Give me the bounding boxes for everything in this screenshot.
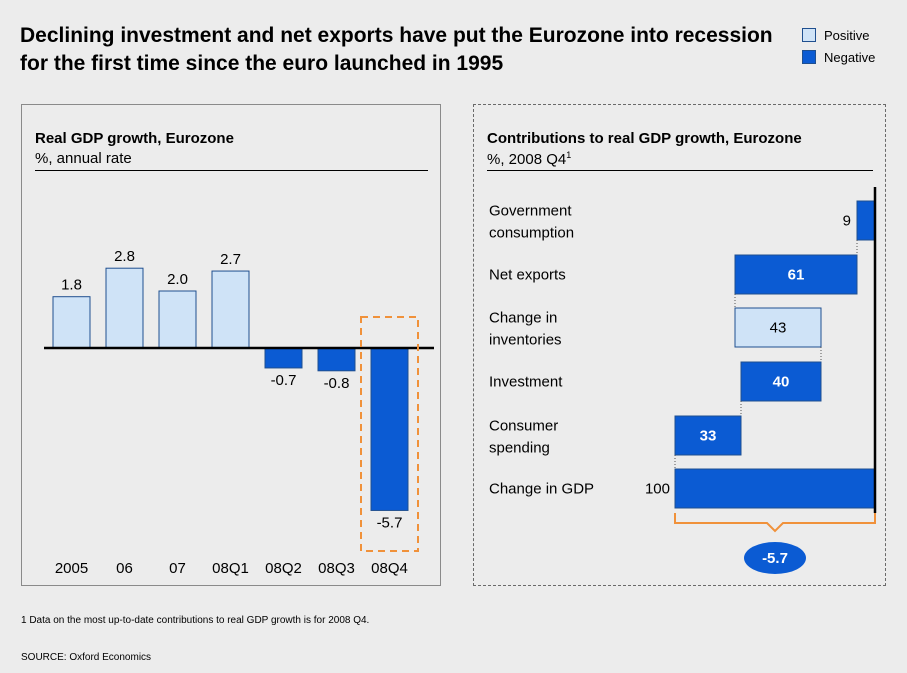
legend-item-positive: Positive [802,24,875,46]
gdp-value-label: 2.8 [114,248,135,265]
gdp-category-label: 08Q4 [371,560,408,577]
gdp-value-label: 2.0 [167,271,188,288]
contribution-bar [857,201,875,240]
contribution-category-label: Change in GDP [489,481,594,498]
contribution-category-label: Change in [489,310,557,327]
gdp-value-label: 1.8 [61,277,82,294]
contribution-category-label: inventories [489,332,562,349]
gdp-growth-panel: Real GDP growth, Eurozone %, annual rate… [21,104,441,586]
gdp-bar [318,348,355,371]
legend-item-negative: Negative [802,46,875,68]
gdp-category-label: 08Q3 [318,560,355,577]
legend-swatch-positive [802,28,816,42]
gdp-category-label: 08Q2 [265,560,302,577]
gdp-value-label: 2.7 [220,251,241,268]
contribution-value-label: 33 [700,428,717,445]
contribution-category-label: Government [489,203,572,220]
contributions-chart: 9 Government consumption 61 Net exports 43 Cha… [474,105,887,587]
contribution-category-label: consumption [489,225,574,242]
legend-label-negative: Negative [824,50,875,65]
contribution-category-label: Investment [489,374,563,391]
gdp-bar [265,348,302,368]
gdp-category-label: 08Q1 [212,560,249,577]
contribution-value-label: 43 [770,320,787,337]
gdp-category-label: 2005 [55,560,88,577]
legend-label-positive: Positive [824,28,870,43]
contribution-category-label: Consumer [489,418,558,435]
gdp-value-label: -0.7 [271,372,297,389]
contribution-category-label: spending [489,440,550,457]
source-note: SOURCE: Oxford Economics [21,652,151,663]
total-change-label: -5.7 [762,550,788,567]
contribution-bar [675,469,875,508]
gdp-category-label: 07 [169,560,186,577]
contribution-category-label: Net exports [489,267,566,284]
contribution-value-label: 61 [788,267,805,284]
gdp-value-label: -5.7 [377,514,403,531]
contribution-value-label: 40 [773,374,790,391]
contributions-panel: Contributions to real GDP growth, Eurozo… [473,104,886,586]
total-change-bracket [675,513,875,531]
gdp-bar [159,291,196,348]
page-title: Declining investment and net exports hav… [20,22,790,78]
footnote: 1 Data on the most up-to-date contributi… [21,615,369,626]
legend: Positive Negative [802,24,875,68]
gdp-bar [106,268,143,348]
contribution-value-label: 100 [645,481,670,498]
gdp-bar [212,271,249,348]
legend-swatch-negative [802,50,816,64]
gdp-value-label: -0.8 [324,375,350,392]
gdp-growth-chart: 1.8 2005 2.8 06 2.0 07 2.7 08Q1 -0.7 08Q2 -0.8 08Q3… [22,105,442,587]
contribution-value-label: 9 [843,213,851,230]
gdp-bar [371,348,408,510]
gdp-category-label: 06 [116,560,133,577]
gdp-bar [53,297,90,348]
